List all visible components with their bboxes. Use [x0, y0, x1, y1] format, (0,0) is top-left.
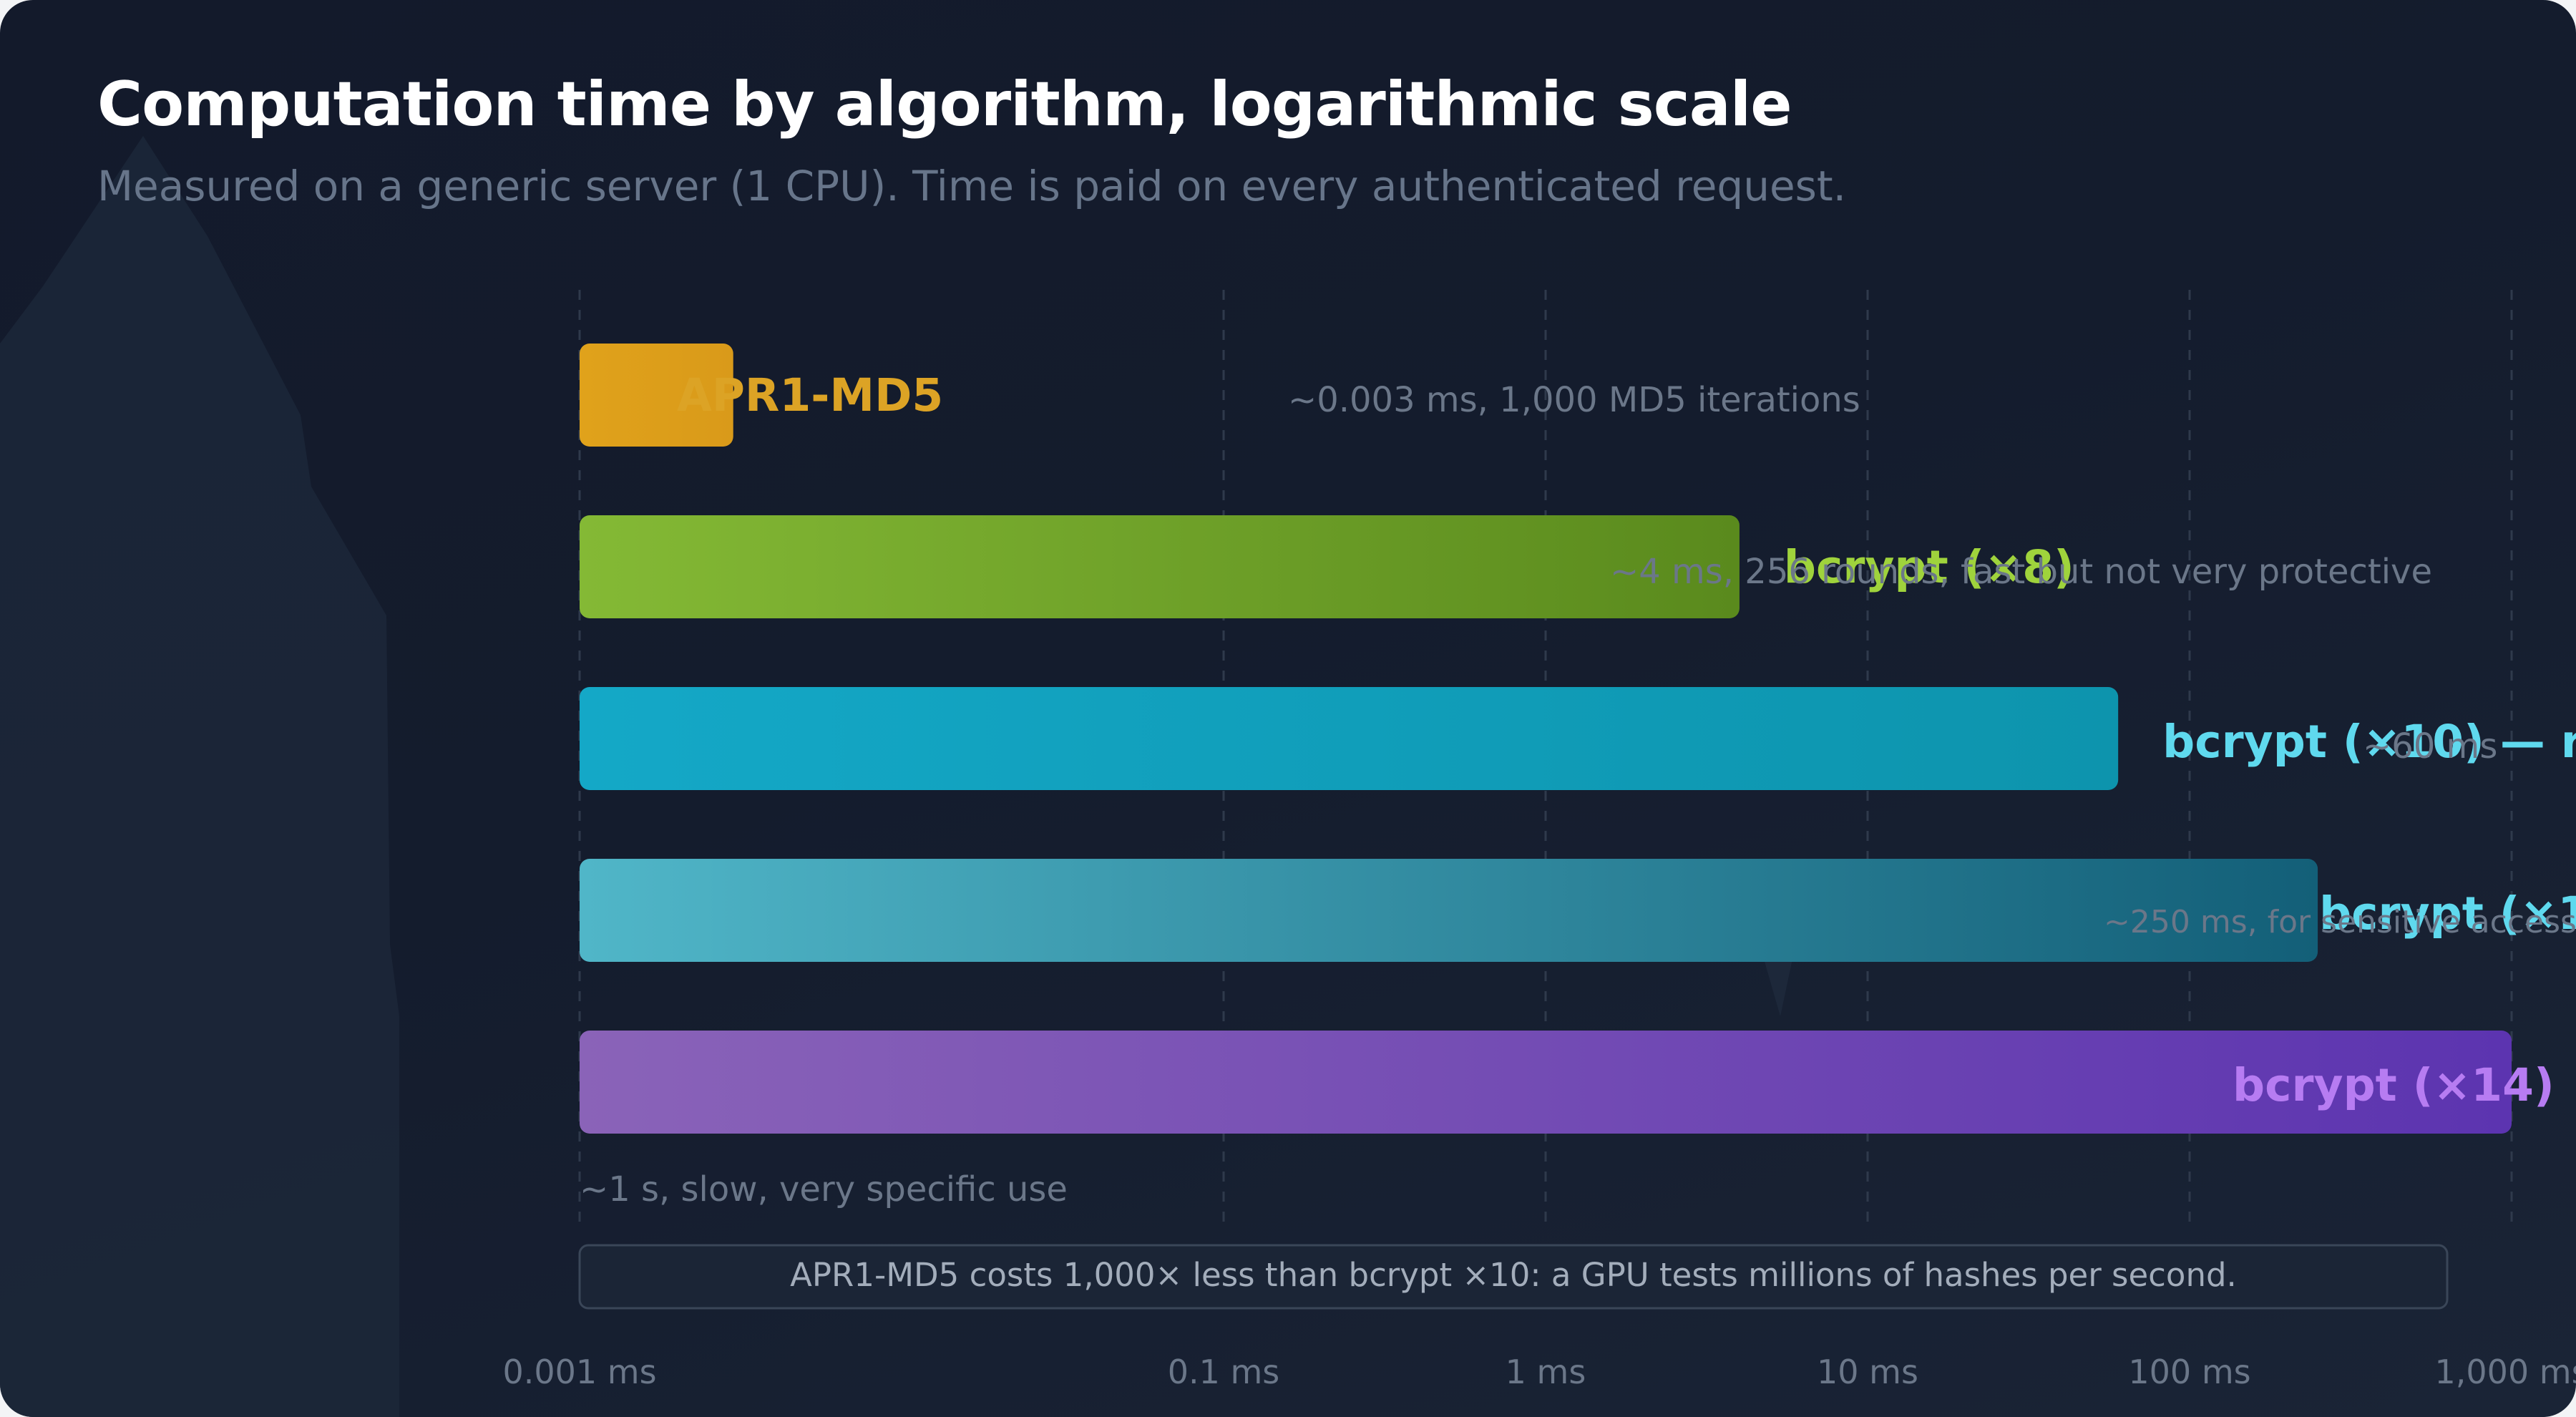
x-tick-label: 10 ms — [1817, 1353, 1918, 1391]
x-tick-label: 1 ms — [1506, 1353, 1586, 1391]
bar-note: ~0.003 ms, 1,000 MD5 iterations — [1288, 380, 1860, 420]
bar — [580, 1031, 2512, 1134]
chart-title: Computation time by algorithm, logarithm… — [97, 69, 1792, 140]
bar-label: bcrypt (×14) — [2233, 1059, 2555, 1111]
bar-label: APR1-MD5 — [677, 369, 943, 422]
bar — [580, 687, 2119, 790]
background-mountain-silhouette — [0, 136, 399, 1417]
bar-label: bcrypt (×8) — [1784, 541, 2074, 593]
bar-notes: ~0.003 ms, 1,000 MD5 iterations ~4 ms, 25… — [580, 380, 2576, 1209]
x-axis-ticks: 0.001 ms 0.1 ms 1 ms 10 ms 100 ms 1,000 ms — [502, 1353, 2576, 1391]
bar-note: ~60 ms — [2363, 726, 2497, 766]
bar-note: ~1 s, slow, very specific use — [580, 1169, 1068, 1209]
bar-note: ~4 ms, 256 rounds, fast but not very pro… — [1610, 552, 2432, 592]
chart-subtitle: Measured on a generic server (1 CPU). Ti… — [97, 162, 1847, 210]
x-tick-label: 0.001 ms — [502, 1353, 656, 1391]
x-tick-label: 1,000 ms — [2434, 1353, 2576, 1391]
bars — [580, 344, 2512, 1134]
callout-text: APR1-MD5 costs 1,000× less than bcrypt ×… — [790, 1256, 2237, 1294]
bar-note: ~250 ms, for sensitive access — [2104, 904, 2576, 940]
background-peak-shadow — [1764, 959, 1792, 1016]
x-tick-label: 0.1 ms — [1168, 1353, 1280, 1391]
bar-label: bcrypt (×12) — [2319, 887, 2576, 940]
bar — [580, 515, 1740, 618]
bar-labels: APR1-MD5 bcrypt (×8) bcrypt (×10) — recomm… — [677, 369, 2576, 1111]
bar — [580, 344, 733, 447]
x-tick-label: 100 ms — [2128, 1353, 2250, 1391]
callout-box: APR1-MD5 costs 1,000× less than bcrypt ×… — [578, 1244, 2449, 1310]
bar — [580, 859, 2318, 962]
bar-label: bcrypt (×10) — recommended default — [2162, 716, 2576, 768]
